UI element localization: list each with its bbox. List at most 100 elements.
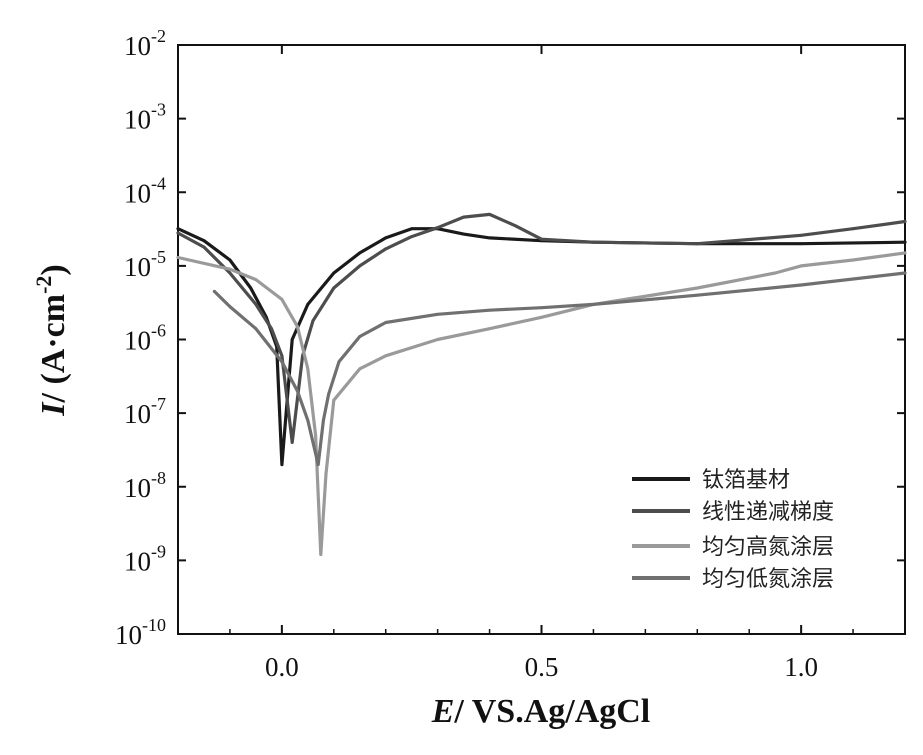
y-tick-label-0: 10-10 [115,615,166,650]
x-axis-reference: / VS.Ag/AgCl [453,693,650,730]
y-tick-label-2: 10-8 [124,468,166,503]
series-1-point [176,227,180,231]
series-2-point [176,231,180,235]
series-2-point [592,240,595,244]
series-4-point [384,321,388,324]
series-1-point [358,251,362,255]
series-2-point [851,227,855,231]
series-1-point [384,236,388,240]
series-2-point [311,319,315,323]
series-4-point [296,389,299,393]
series-3-point [851,258,855,262]
series-2-point [436,226,439,230]
series-1-point [410,227,414,231]
series-4-point [903,271,907,275]
y-tick-base: 10 [124,399,151,429]
series-2-point [358,264,362,268]
y-tick-exponent: -8 [151,468,166,488]
series-2-point [280,354,284,358]
y-axis-unit-close: ) [35,264,72,275]
series-3-point [176,256,180,259]
series-3-point [280,298,284,301]
series-2-point [488,213,491,216]
series-2-point [799,233,803,237]
series-3-point [903,251,907,255]
series-2-point [462,215,465,219]
legend-label-series-4: 均匀低氮涂层 [702,567,834,592]
x-axis-title: E/ VS.Ag/AgCl [431,693,651,730]
series-4-point [213,290,216,293]
series-4-point [592,303,595,306]
y-tick-label-5: 10-5 [124,247,166,282]
y-tick-exponent: -2 [151,26,166,46]
series-1-point [306,303,310,306]
series-1-point [462,232,465,236]
series-2-point [384,247,388,251]
series-layer [176,212,907,557]
series-4-point [799,283,803,287]
series-3-point [488,327,491,331]
series-3-point [384,354,388,358]
series-1-point [332,271,336,275]
y-tick-exponent: -6 [151,321,166,341]
y-axis-variable: I [35,401,72,417]
y-tick-base: 10 [124,473,151,503]
series-2-point [903,220,907,223]
x-tick-labels: 0.0 0.5 1.0 [265,652,818,682]
series-4-point [327,392,330,396]
y-tick-label-6: 10-4 [124,173,166,208]
series-1-point [799,242,803,246]
y-tick-exponent: -9 [151,541,166,561]
x-tick-label-1: 0.5 [525,652,559,682]
series-1-point [903,240,907,244]
series-1-point [202,239,206,243]
series-4-point [436,312,439,316]
series-2-point [228,271,232,275]
series-3-point [296,325,299,328]
series-3-point [306,367,310,371]
y-tick-label-7: 10-3 [124,100,166,135]
legend-label-series-2: 线性递减梯度 [702,500,834,525]
legend-label-series-3: 均匀高氮涂层 [702,535,834,560]
series-4-point [337,360,341,364]
series-4-point [488,308,491,312]
y-tick-label-4: 10-6 [124,321,166,356]
series-3-point [799,264,803,268]
series-2-point [540,237,543,241]
series-line-2 [176,212,907,444]
series-4-point [358,335,362,338]
series-2-point [202,245,206,249]
y-tick-base: 10 [124,252,151,282]
series-3-point [332,398,336,402]
series-4-point [306,418,310,422]
series-4-point [228,305,232,308]
axis-ticks [178,44,905,635]
series-2-point [514,224,517,228]
series-4-point [316,463,320,466]
series-1-point [228,258,232,262]
series-line-1 [176,227,907,467]
series-1-point [280,463,284,466]
legend: 钛箔基材 线性递减梯度 均匀高氮涂层 均匀低氮涂层 [632,468,834,592]
series-2-point [695,242,699,246]
x-axis-variable: E [431,693,455,730]
series-3-point [358,367,362,371]
y-tick-base: 10 [115,620,142,650]
series-2-point [410,235,414,239]
y-tick-label-1: 10-9 [124,541,166,576]
x-tick-label-0: 0.0 [265,652,299,682]
y-tick-base: 10 [124,31,151,61]
y-axis-unit: / (A·cm [35,294,72,404]
series-line-4 [212,271,907,467]
series-3-point [695,286,699,290]
series-3-point [319,553,323,556]
series-4-point [280,360,284,364]
x-tick-label-2: 1.0 [784,652,818,682]
series-3-point [436,338,439,341]
legend-label-series-1: 钛箔基材 [702,468,790,493]
y-tick-label-8: 10-2 [124,26,166,61]
series-1-point [249,286,253,290]
y-tick-exponent: -5 [151,247,166,267]
